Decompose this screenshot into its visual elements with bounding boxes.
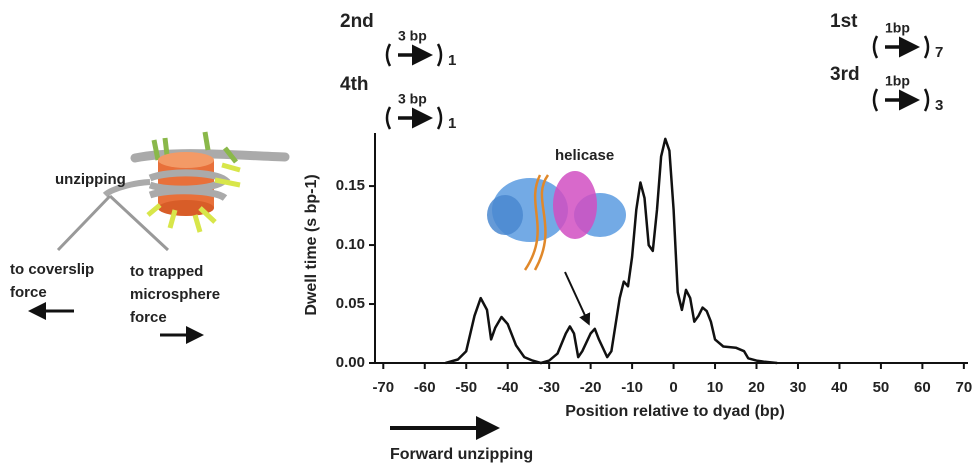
x-tick-label: 40: [831, 379, 848, 396]
paren: [436, 106, 443, 130]
x-tick-label: 0: [669, 379, 677, 396]
step-order: 2nd: [340, 11, 374, 32]
x-tick-label: 20: [748, 379, 765, 396]
direction-label: Forward unzipping: [390, 446, 533, 463]
y-tick-label: 0.05: [336, 295, 365, 312]
paren: [872, 88, 879, 112]
step-count: 7: [935, 44, 943, 61]
x-tick-label: 60: [914, 379, 931, 396]
diagram-label: to coverslip: [10, 261, 94, 278]
y-tick-label: 0.15: [336, 177, 365, 194]
x-tick-label: -30: [538, 379, 560, 396]
step-order: 1st: [830, 11, 858, 32]
step-count: 1: [448, 115, 456, 132]
diagram-label: to trapped: [130, 263, 203, 280]
step-count: 3: [935, 97, 943, 114]
diagram-label: force: [10, 284, 47, 301]
step-order: 4th: [340, 74, 369, 95]
x-tick-label: -20: [580, 379, 602, 396]
step-size: 3 bp: [398, 91, 427, 107]
x-axis-label: Position relative to dyad (bp): [565, 403, 785, 420]
paren: [923, 88, 930, 112]
paren: [385, 43, 392, 67]
inset-label: helicase: [555, 147, 614, 164]
y-tick-label: 0.10: [336, 236, 365, 253]
nucleosome-illustration: [56, 131, 290, 252]
x-tick-label: 10: [707, 379, 724, 396]
x-tick-label: 30: [790, 379, 807, 396]
y-axis-label: Dwell time (s bp-1): [303, 174, 320, 315]
x-tick-label: 50: [873, 379, 890, 396]
x-tick-label: -50: [455, 379, 477, 396]
x-tick-label: 70: [956, 379, 973, 396]
step-order: 3rd: [830, 64, 860, 85]
step-size: 3 bp: [398, 28, 427, 44]
paren: [923, 35, 930, 59]
step-size: 1bp: [885, 73, 910, 89]
diagram-label: force: [130, 309, 167, 326]
paren: [872, 35, 879, 59]
data-line: [445, 137, 778, 365]
paren: [436, 43, 443, 67]
paren: [385, 106, 392, 130]
step-size: 1bp: [885, 20, 910, 36]
diagram-label: unzipping: [55, 171, 126, 188]
pointer-arrow: [564, 271, 591, 326]
x-tick-label: -40: [497, 379, 519, 396]
helicase-illustration: [487, 171, 626, 271]
x-tick-label: -10: [621, 379, 643, 396]
diagram-label: microsphere: [130, 286, 220, 303]
y-tick-label: 0.00: [336, 354, 365, 371]
x-tick-label: -60: [414, 379, 436, 396]
step-count: 1: [448, 52, 456, 69]
x-tick-label: -70: [372, 379, 394, 396]
